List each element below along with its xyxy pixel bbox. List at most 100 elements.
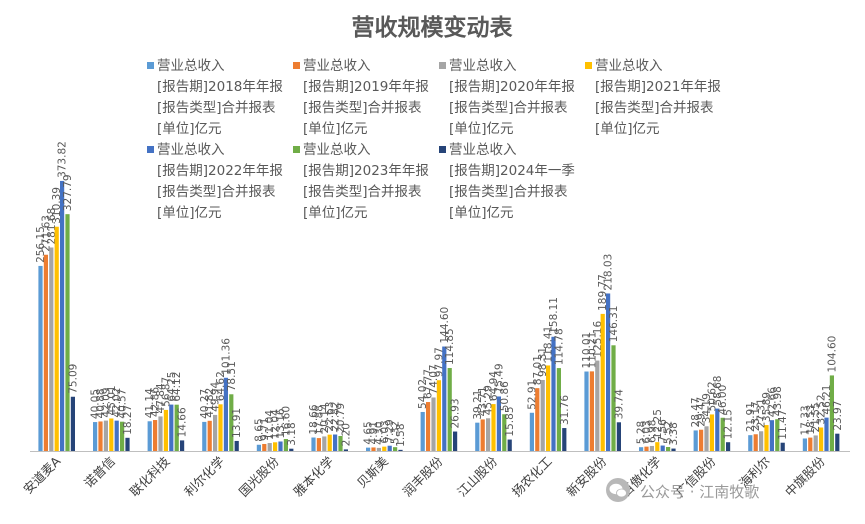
- bar: [49, 247, 54, 451]
- data-label: 28.47: [690, 397, 702, 427]
- bar: [829, 375, 834, 451]
- data-label: 7.29: [384, 419, 396, 442]
- data-label: 5.32: [390, 421, 402, 444]
- data-label: 8.65: [253, 418, 265, 441]
- data-label: 11.04: [264, 410, 276, 440]
- category-label: 贝斯美: [354, 454, 391, 491]
- bar: [262, 443, 267, 451]
- data-label: 40.05: [90, 389, 102, 419]
- category-label: 诺普信: [81, 454, 118, 491]
- bar: [835, 433, 840, 451]
- data-label: 40.57: [117, 389, 129, 419]
- bar: [769, 420, 774, 451]
- data-label: 67.77: [423, 369, 435, 399]
- data-label: 78.51: [226, 361, 238, 391]
- data-label: 101.36: [220, 338, 232, 375]
- bar: [54, 226, 59, 451]
- bar: [671, 448, 676, 451]
- bar: [535, 388, 540, 451]
- bar: [600, 313, 605, 451]
- bar: [693, 430, 698, 451]
- bar: [486, 418, 491, 451]
- bar: [802, 438, 807, 451]
- legend-swatch: [293, 62, 300, 69]
- legend-label: 营业总收入[报告期]2022年年报[报告类型]合并报表[单位]亿元: [157, 142, 283, 221]
- legend-swatch: [147, 146, 154, 153]
- data-label: 373.82: [57, 141, 69, 178]
- bar: [158, 416, 163, 451]
- data-label: 31.76: [559, 395, 571, 425]
- data-label: 4.91: [368, 421, 380, 444]
- data-label: 42.09: [100, 388, 112, 418]
- data-label: 22.63: [324, 402, 336, 432]
- data-label: 6.03: [641, 420, 653, 443]
- legend-swatch: [585, 62, 592, 69]
- bar: [546, 365, 551, 451]
- data-label: 42.02: [111, 388, 123, 418]
- data-label: 47.84: [155, 383, 167, 413]
- bar: [229, 394, 234, 451]
- bar: [562, 428, 567, 451]
- bar: [343, 449, 348, 451]
- data-label: 271.63: [40, 215, 52, 252]
- bar: [93, 422, 98, 451]
- bar: [387, 445, 392, 451]
- category-label: 雅本化学: [290, 454, 336, 500]
- bar: [824, 417, 829, 451]
- bar: [584, 371, 589, 451]
- data-label: 146.31: [608, 306, 620, 343]
- data-label: 41.82: [204, 388, 216, 418]
- data-label: 20.79: [335, 403, 347, 433]
- bar: [426, 402, 431, 451]
- legend-item: 营业总收入[报告期]2020年年报[报告类型]合并报表[单位]亿元: [439, 58, 575, 137]
- data-label: 18.66: [308, 404, 320, 434]
- bar: [529, 412, 534, 451]
- data-label: 18.27: [122, 405, 134, 435]
- bar: [109, 418, 114, 451]
- data-label: 256.15: [35, 226, 47, 263]
- data-label: 14.66: [177, 407, 189, 437]
- bar: [316, 438, 321, 451]
- bar: [453, 431, 458, 451]
- data-label: 21.55: [810, 402, 822, 432]
- bar: [660, 445, 665, 451]
- bar: [333, 434, 338, 451]
- bar: [38, 265, 43, 451]
- data-label: 110.01: [581, 332, 593, 369]
- bar: [616, 422, 621, 451]
- data-label: 64.94: [488, 371, 500, 401]
- data-label: 21.91: [745, 402, 757, 432]
- bar: [551, 336, 556, 451]
- bar: [234, 440, 239, 451]
- data-label: 6.98: [646, 420, 658, 443]
- data-label: 17.33: [799, 405, 811, 435]
- data-label: 50.86: [499, 381, 511, 411]
- legend-item: 营业总收入[报告期]2021年年报[报告类型]合并报表[单位]亿元: [585, 58, 721, 137]
- watermark: 公众号 · 江南牧歌: [606, 478, 759, 502]
- legend-label: 营业总收入[报告期]2024年一季[报告类型]合并报表[单位]亿元: [449, 142, 575, 221]
- bar: [666, 447, 671, 451]
- bar: [43, 254, 48, 451]
- bar: [256, 444, 261, 451]
- bar: [726, 442, 731, 451]
- bar: [655, 442, 660, 451]
- data-label: 23.17: [750, 401, 762, 431]
- bar: [174, 404, 179, 451]
- bar: [606, 293, 611, 451]
- data-label: 3.38: [668, 422, 680, 445]
- bar: [120, 421, 125, 451]
- legend-swatch: [293, 146, 300, 153]
- bar: [382, 446, 387, 451]
- bar: [103, 420, 108, 451]
- bar: [759, 431, 764, 451]
- bar: [556, 368, 561, 451]
- category-label: 江山股份: [454, 453, 500, 499]
- data-label: 43.71: [477, 386, 489, 416]
- bar: [639, 447, 644, 451]
- bar: [491, 404, 496, 451]
- bar: [819, 427, 824, 451]
- data-label: 43.98: [772, 386, 784, 416]
- bar: [442, 346, 447, 451]
- data-label: 35.89: [761, 392, 773, 422]
